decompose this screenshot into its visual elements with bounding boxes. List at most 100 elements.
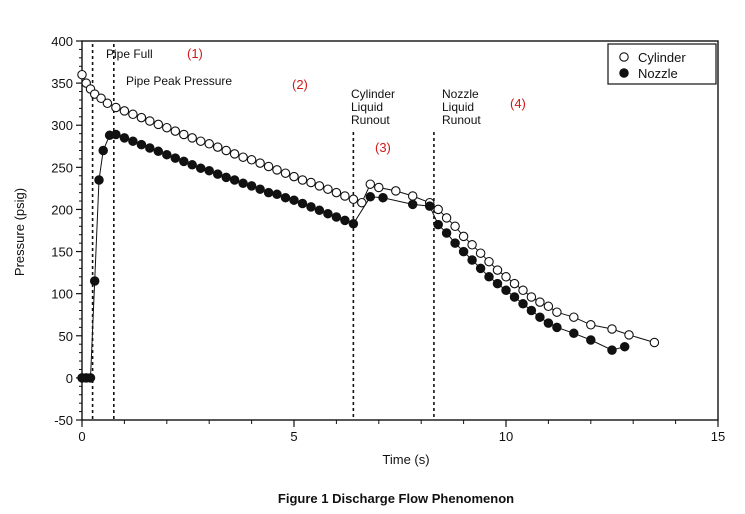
nozzle-point [98, 145, 108, 156]
nozzle-point [119, 133, 130, 143]
cylinder-point [569, 312, 579, 322]
cylinder-point [119, 106, 130, 116]
nozzle-point [314, 205, 325, 216]
nozzle-point [340, 215, 350, 226]
nozzle-point [272, 189, 282, 200]
annotation-label-4: Liquid [442, 100, 474, 114]
nozzle-point [492, 278, 503, 289]
x-tick-label: 15 [711, 429, 725, 444]
nozzle-point [535, 312, 545, 322]
cylinder-point [187, 133, 197, 143]
nozzle-point [450, 238, 460, 248]
cylinder-point [441, 213, 452, 223]
nozzle-point [569, 328, 579, 339]
annotation-label-3: Runout [351, 113, 390, 127]
cylinder-point [649, 337, 660, 348]
annotation-number-2: (2) [292, 77, 308, 92]
nozzle-point [221, 172, 231, 183]
y-tick-label: 0 [66, 371, 73, 386]
nozzle-point [526, 305, 537, 316]
cylinder-point [357, 197, 367, 208]
cylinder-point [77, 69, 87, 80]
y-tick-label: 100 [51, 287, 73, 302]
y-tick-label: 150 [51, 245, 73, 260]
nozzle-point [255, 184, 265, 194]
nozzle-point [509, 292, 520, 302]
cylinder-point [179, 129, 189, 140]
annotation-label-3: Liquid [351, 100, 383, 114]
cylinder-point [195, 136, 206, 146]
y-tick-label: 400 [51, 34, 73, 49]
nozzle-point [467, 255, 477, 265]
nozzle-point [212, 169, 223, 179]
cylinder-point [543, 301, 554, 312]
cylinder-point [458, 231, 469, 242]
annotation-number-3: (3) [375, 140, 391, 155]
cylinder-point [204, 139, 214, 149]
cylinder-point [340, 191, 350, 201]
cylinder-point [607, 324, 617, 334]
x-tick-label: 5 [290, 429, 297, 444]
nozzle-point [136, 139, 147, 150]
nozzle-point [280, 192, 291, 203]
nozzle-point [170, 153, 181, 163]
annotation-number-1: (1) [187, 46, 203, 61]
annotation-number-4: (4) [510, 96, 526, 111]
cylinder-point [255, 158, 265, 168]
nozzle-point [153, 146, 164, 157]
annotation-label-4: Runout [442, 113, 481, 127]
cylinder-point [365, 179, 376, 189]
nozzle-point [297, 198, 308, 209]
plot-frame [81, 40, 719, 421]
nozzle-point [246, 181, 257, 191]
cylinder-point [128, 109, 138, 120]
nozzle-point [145, 143, 155, 153]
nozzle-point [331, 212, 342, 222]
nozzle-point [378, 192, 388, 203]
nozzle-point [306, 202, 316, 212]
nozzle-point [475, 263, 486, 274]
nozzle-point [187, 160, 197, 170]
nozzle-point [128, 136, 138, 146]
nozzle-legend-label: Nozzle [638, 66, 678, 81]
cylinder-point [535, 297, 545, 307]
cylinder-point [624, 330, 634, 340]
cylinder-point [509, 278, 520, 289]
nozzle-point [204, 165, 214, 176]
nozzle-point [484, 272, 494, 282]
y-tick-label: 350 [51, 76, 73, 91]
figure-caption: Figure 1 Discharge Flow Phenomenon [278, 491, 514, 506]
annotation-label-4: Nozzle [442, 87, 479, 101]
x-tick-label: 10 [499, 429, 513, 444]
nozzle-point [289, 195, 299, 205]
cylinder-point [162, 122, 172, 133]
axes: -50 0 50 100 150 200 250 300 350 400 0 5 10 15 [51, 34, 725, 444]
y-tick-label: 200 [51, 202, 73, 217]
nozzle-series-line [82, 133, 625, 379]
cylinder-point [484, 256, 494, 267]
cylinder-point [492, 265, 503, 275]
nozzle-point [407, 199, 418, 210]
cylinder-point [102, 98, 113, 109]
cylinder-point [467, 240, 477, 250]
nozzle-point [424, 201, 435, 211]
cylinder-point [263, 161, 274, 172]
nozzle-point [552, 322, 562, 333]
cylinder-point [306, 177, 316, 188]
cylinder-point [323, 184, 333, 194]
cylinder-point [331, 187, 342, 198]
nozzle-point [179, 156, 189, 167]
nozzle-point [441, 228, 452, 238]
nozzle-point [619, 341, 630, 352]
annotation-label-1: Pipe Full [106, 47, 153, 61]
annotations: Pipe Full (1) Pipe Peak Pressure (2) Cylinde… [91, 44, 526, 420]
nozzle-point [162, 149, 172, 160]
y-tick-label: -50 [54, 413, 73, 428]
cylinder-point [111, 102, 121, 113]
cylinder-point [407, 191, 418, 201]
nozzle-point [229, 175, 240, 185]
cylinder-point [391, 186, 401, 196]
nozzle-point [458, 246, 469, 257]
y-tick-label: 50 [59, 329, 73, 344]
